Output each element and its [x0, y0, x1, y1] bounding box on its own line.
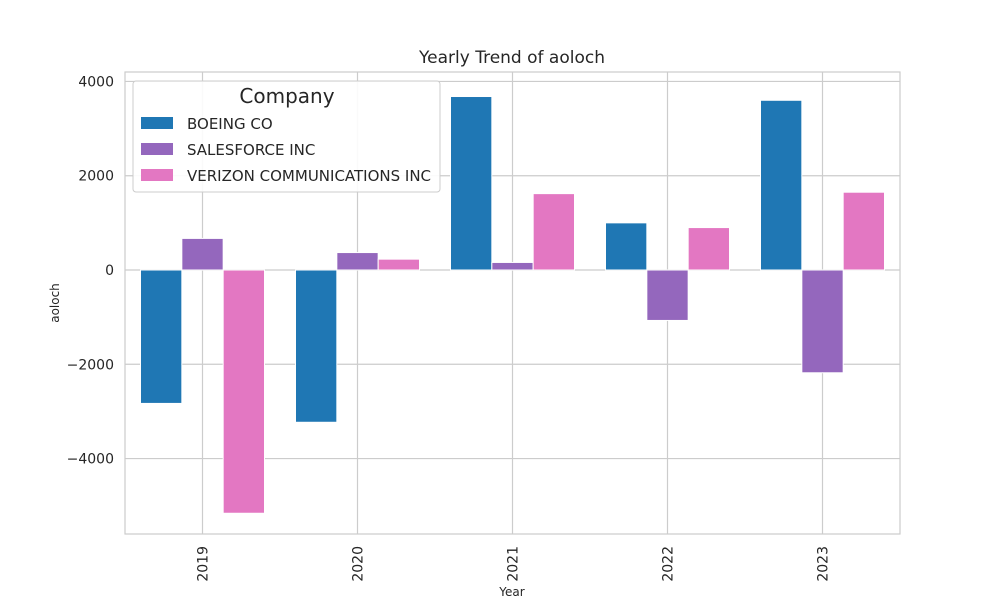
- bar-boeing-co-2019: [140, 269, 183, 404]
- x-tick-label: 2022: [661, 546, 677, 582]
- x-tick-labels: 2019 2020 2021 2022 2023: [196, 546, 832, 582]
- y-tick-label: 0: [105, 263, 114, 279]
- bar-boeing-co-2020: [295, 269, 338, 423]
- x-tick-label: 2019: [196, 546, 212, 582]
- x-tick-label: 2023: [816, 546, 832, 582]
- x-tick-label: 2021: [506, 546, 522, 582]
- bar-verizon-communications-inc-2020: [377, 258, 420, 271]
- bar-salesforce-inc-2021: [491, 261, 534, 271]
- bar-salesforce-inc-2022: [646, 269, 689, 321]
- legend-swatch: [141, 143, 173, 155]
- y-axis-label: aoloch: [48, 283, 62, 323]
- x-axis-label: Year: [498, 585, 524, 599]
- legend-swatch: [141, 169, 173, 181]
- y-tick-label: −2000: [67, 357, 114, 373]
- bar-boeing-co-2022: [605, 222, 648, 271]
- bar-salesforce-inc-2023: [801, 269, 844, 374]
- bar-verizon-communications-inc-2023: [842, 191, 886, 271]
- bar-verizon-communications-inc-2021: [532, 193, 576, 271]
- plot-frame: [124, 71, 901, 535]
- bar-salesforce-inc-2019: [181, 237, 224, 271]
- bar-verizon-communications-inc-2019: [222, 269, 266, 514]
- legend-entry-label: SALESFORCE INC: [187, 141, 315, 159]
- bar-salesforce-inc-2020: [336, 252, 379, 271]
- bars: [140, 96, 886, 514]
- y-tick-label: 4000: [78, 74, 114, 90]
- bar-verizon-communications-inc-2022: [687, 227, 731, 271]
- chart-title: Yearly Trend of aoloch: [418, 48, 605, 68]
- bar-boeing-co-2023: [760, 99, 803, 271]
- legend-entry-label: BOEING CO: [187, 115, 273, 133]
- bar-boeing-co-2021: [450, 96, 493, 271]
- legend-box: [132, 80, 441, 193]
- y-tick-label: −4000: [67, 452, 114, 468]
- legend: Company BOEING CO SALESFORCE INC VERIZON CO…: [132, 80, 441, 193]
- legend-title: Company: [239, 84, 334, 108]
- legend-swatch: [141, 117, 173, 129]
- x-tick-label: 2020: [351, 546, 367, 582]
- y-tick-labels: 4000 2000 0 −2000 −4000: [67, 74, 114, 467]
- legend-entry-label: VERIZON COMMUNICATIONS INC: [187, 167, 431, 185]
- y-tick-label: 2000: [78, 169, 114, 185]
